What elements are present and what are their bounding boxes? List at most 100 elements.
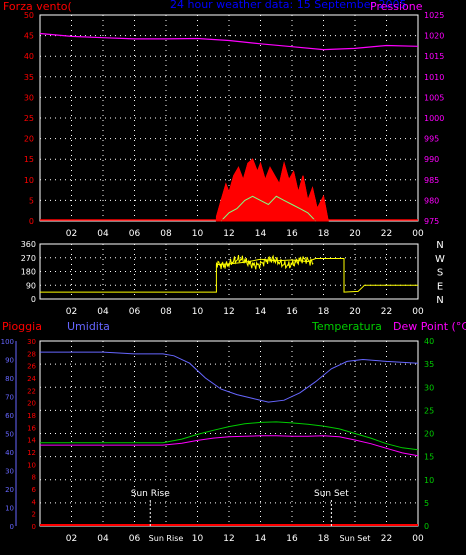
- wind-speed-line: [215, 158, 329, 222]
- climate-panel-frame: [39, 340, 419, 527]
- temperature-tick-15: 15: [424, 453, 434, 462]
- humidity-axis-label: Umidita: [67, 320, 110, 333]
- humidity-tick-50: 50: [5, 431, 14, 439]
- wind-xlabel-16: 16: [286, 229, 298, 239]
- temperature-tick-10: 10: [424, 476, 434, 485]
- clim-xlabel-8: Sun Rise: [149, 534, 184, 543]
- wind-tick-45: 45: [24, 32, 34, 41]
- direction-compass-0: N: [436, 240, 443, 251]
- humidity-tick-100: 100: [1, 338, 14, 346]
- pressure-line: [39, 32, 419, 51]
- clim-xlabel-18: 18: [318, 534, 330, 544]
- direction-compass-4: N: [436, 295, 443, 306]
- chart-title: 24 hour weather data: 15 September 2005: [170, 0, 407, 11]
- pressure-tick-1015: 1015: [424, 52, 444, 61]
- rain-tick-22: 22: [27, 387, 36, 395]
- clim-xlabel-24: 00: [412, 534, 424, 544]
- direction-tick-0: 0: [31, 295, 36, 304]
- humidity-tick-90: 90: [5, 357, 14, 365]
- humidity-tick-30: 30: [5, 468, 14, 476]
- humidity-tick-0: 0: [10, 523, 14, 531]
- wind-gust-line: [220, 195, 316, 222]
- temperature-axis-label: Temperatura: [311, 320, 382, 333]
- temperature-line: [40, 421, 419, 451]
- dir-xlabel-10: 10: [192, 307, 204, 317]
- direction-line: [40, 258, 418, 293]
- wind-tick-25: 25: [24, 114, 34, 123]
- wind-xlabel-6: 06: [129, 229, 141, 239]
- temperature-tick-40: 40: [424, 337, 434, 346]
- pressure-axis-label: Pressione: [370, 0, 423, 13]
- humidity-tick-60: 60: [5, 412, 14, 420]
- wind-tick-40: 40: [24, 52, 34, 61]
- rain-tick-28: 28: [27, 350, 36, 358]
- dewpoint-axis-label: Dew Point (°C): [393, 320, 466, 333]
- clim-xlabel-20: Sun Set: [340, 534, 371, 543]
- humidity-tick-70: 70: [5, 394, 14, 402]
- wind-xlabel-2: 02: [66, 229, 77, 239]
- pressure-tick-1000: 1000: [424, 114, 444, 123]
- dir-xlabel-2: 02: [66, 307, 77, 317]
- rain-tick-20: 20: [27, 400, 36, 408]
- direction-tick-90: 90: [26, 281, 36, 290]
- clim-xlabel-22: 22: [381, 534, 392, 544]
- rain-tick-12: 12: [27, 449, 36, 457]
- dir-xlabel-12: 12: [223, 307, 234, 317]
- wind-tick-15: 15: [24, 155, 34, 164]
- wind-tick-30: 30: [24, 93, 34, 102]
- pressure-tick-980: 980: [424, 196, 439, 205]
- clim-xlabel-4: 04: [97, 534, 109, 544]
- clim-xlabel-14: 14: [255, 534, 267, 544]
- humidity-tick-80: 80: [5, 375, 14, 383]
- temperature-tick-20: 20: [424, 430, 434, 439]
- dir-xlabel-6: 06: [129, 307, 141, 317]
- pressure-tick-990: 990: [424, 155, 439, 164]
- rain-tick-8: 8: [32, 474, 36, 482]
- temperature-tick-30: 30: [424, 383, 434, 392]
- wind-xlabel-10: 10: [192, 229, 204, 239]
- wind-xlabel-24: 00: [412, 229, 424, 239]
- wind-xlabel-14: 14: [255, 229, 267, 239]
- temperature-tick-35: 35: [424, 360, 434, 369]
- wind-tick-10: 10: [24, 176, 34, 185]
- rain-tick-6: 6: [32, 486, 37, 494]
- direction-tick-180: 180: [21, 268, 36, 277]
- pressure-tick-1005: 1005: [424, 93, 444, 102]
- clim-xlabel-10: 10: [192, 534, 204, 544]
- dir-xlabel-14: 14: [255, 307, 267, 317]
- rain-tick-16: 16: [27, 424, 36, 432]
- humidity-tick-10: 10: [5, 505, 14, 513]
- clim-xlabel-6: 06: [129, 534, 141, 544]
- wind-xlabel-18: 18: [318, 229, 330, 239]
- wind-tick-5: 5: [29, 196, 34, 205]
- rain-tick-4: 4: [32, 498, 37, 506]
- rain-tick-26: 26: [27, 363, 36, 371]
- pressure-tick-1010: 1010: [424, 73, 444, 82]
- wind-xlabel-8: 08: [160, 229, 172, 239]
- wind-xlabel-4: 04: [97, 229, 109, 239]
- rain-tick-18: 18: [27, 412, 36, 420]
- dir-xlabel-8: 08: [160, 307, 172, 317]
- wind-tick-20: 20: [24, 135, 34, 144]
- direction-tick-360: 360: [21, 240, 36, 249]
- clim-xlabel-16: 16: [286, 534, 298, 544]
- pressure-tick-975: 975: [424, 217, 439, 226]
- rain-tick-0: 0: [32, 523, 36, 531]
- temperature-tick-5: 5: [424, 499, 429, 508]
- direction-compass-2: S: [437, 268, 443, 279]
- dir-xlabel-20: 20: [349, 307, 361, 317]
- direction-compass-1: W: [435, 254, 445, 265]
- sun-annotation-0: Sun Rise: [131, 489, 170, 499]
- pressure-tick-985: 985: [424, 176, 439, 185]
- direction-tick-270: 270: [21, 254, 36, 263]
- pressure-tick-1025: 1025: [424, 11, 444, 20]
- rain-tick-2: 2: [32, 511, 36, 519]
- dir-xlabel-4: 04: [97, 307, 109, 317]
- wind-xlabel-20: 20: [349, 229, 361, 239]
- rain-tick-30: 30: [27, 338, 36, 346]
- wind-xlabel-12: 12: [223, 229, 234, 239]
- clim-xlabel-2: 02: [66, 534, 77, 544]
- dir-xlabel-18: 18: [318, 307, 330, 317]
